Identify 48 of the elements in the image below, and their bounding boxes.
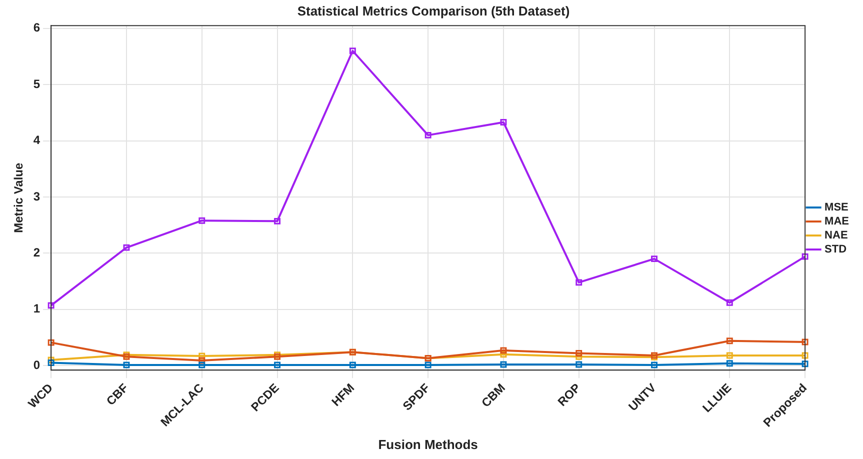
point <box>48 360 54 366</box>
point <box>500 351 507 358</box>
point <box>198 362 206 368</box>
legend-label: MSE <box>824 202 848 214</box>
y-tick-label: 1 <box>33 302 40 316</box>
point <box>349 48 356 54</box>
point <box>576 353 582 360</box>
point <box>576 279 582 286</box>
point <box>274 218 280 224</box>
point <box>500 361 507 368</box>
legend-label: NAE <box>824 230 848 242</box>
point <box>274 362 280 368</box>
point <box>500 347 507 354</box>
chart-title: Statistical Metrics Comparison (5th Dataset) <box>297 3 570 18</box>
point <box>651 362 658 368</box>
y-tick-label: 6 <box>33 20 40 35</box>
point <box>726 360 733 367</box>
point <box>576 361 582 368</box>
point <box>349 362 356 368</box>
point <box>198 352 206 360</box>
x-axis-title: Fusion Methods <box>378 436 478 452</box>
legend-label: MAE <box>824 216 850 228</box>
point <box>802 253 808 260</box>
point <box>48 339 54 346</box>
point <box>802 360 808 368</box>
point <box>651 256 658 262</box>
point <box>802 338 808 346</box>
y-tick-label: 0 <box>33 358 40 372</box>
point <box>123 362 130 368</box>
y-tick-label: 3 <box>33 189 40 204</box>
point <box>198 217 206 224</box>
point <box>726 299 733 306</box>
legend-label: STD <box>824 244 847 256</box>
point <box>500 119 507 126</box>
point <box>424 362 432 368</box>
point <box>576 350 582 356</box>
point <box>726 352 733 359</box>
point <box>48 356 54 364</box>
y-axis-title: Metric Value <box>12 162 26 233</box>
point <box>123 244 130 251</box>
point <box>726 338 733 344</box>
y-tick-label: 5 <box>33 76 40 91</box>
point <box>48 302 54 309</box>
y-tick-label: 4 <box>33 133 40 148</box>
point <box>198 357 206 364</box>
point <box>424 132 432 138</box>
point <box>802 352 808 359</box>
y-tick-label: 2 <box>33 246 40 260</box>
